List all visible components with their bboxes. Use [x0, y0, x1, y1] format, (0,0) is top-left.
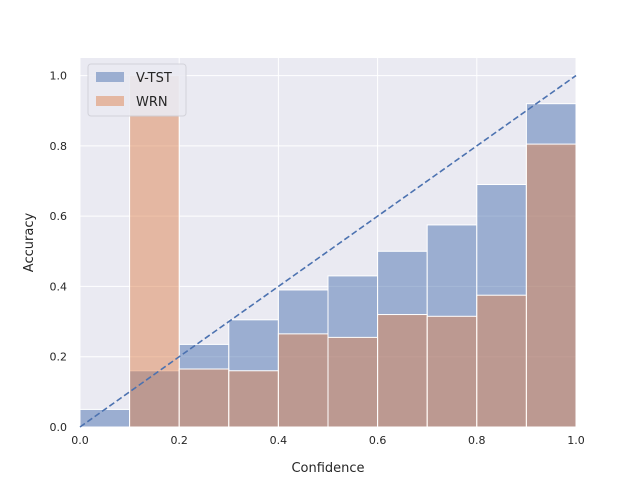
- bar-wrn-bin-1: [129, 75, 180, 428]
- y-tick-label-0-2: 0.2: [50, 351, 68, 364]
- legend-swatch-wrn: [96, 96, 124, 106]
- bar-wrn-bin-5: [327, 336, 379, 428]
- x-tick-labels: 0.0 0.2 0.4 0.6 0.8 1.0: [71, 434, 585, 447]
- x-tick-label-0-6: 0.6: [369, 434, 387, 447]
- bars: [79, 75, 577, 428]
- legend-label-wrn: WRN: [136, 95, 168, 110]
- bar-wrn-bin-2: [178, 368, 230, 428]
- y-tick-label-0-0: 0.0: [50, 421, 68, 434]
- legend-swatch-v-tst: [96, 72, 124, 82]
- y-axis-label: Accuracy: [22, 213, 37, 273]
- bar-wrn-bin-3: [228, 370, 279, 428]
- bar-v-tst-bin-0: [79, 408, 131, 428]
- legend: V-TST WRN: [87, 63, 187, 117]
- bar-wrn-bin-6: [377, 314, 428, 428]
- x-tick-label-0-2: 0.2: [170, 434, 188, 447]
- legend-label-v-tst: V-TST: [136, 71, 172, 86]
- y-tick-label-1-0: 1.0: [50, 70, 68, 83]
- y-tick-label-0-8: 0.8: [50, 140, 68, 153]
- y-tick-labels: 0.0 0.2 0.4 0.6 0.8 1.0: [50, 70, 68, 434]
- x-tick-label-1-0: 1.0: [567, 434, 585, 447]
- x-axis-label: Confidence: [291, 461, 364, 476]
- y-tick-label-0-6: 0.6: [50, 210, 68, 223]
- x-tick-label-0-8: 0.8: [468, 434, 486, 447]
- bar-wrn-bin-8: [476, 294, 527, 428]
- bar-wrn-bin-9: [525, 143, 577, 428]
- x-tick-label-0-4: 0.4: [270, 434, 288, 447]
- bar-wrn-bin-4: [277, 333, 329, 428]
- y-tick-label-0-4: 0.4: [50, 280, 68, 293]
- x-tick-label-0-0: 0.0: [71, 434, 89, 447]
- perfect-calibration-line: [79, 74, 577, 428]
- bar-wrn-bin-7: [426, 315, 478, 428]
